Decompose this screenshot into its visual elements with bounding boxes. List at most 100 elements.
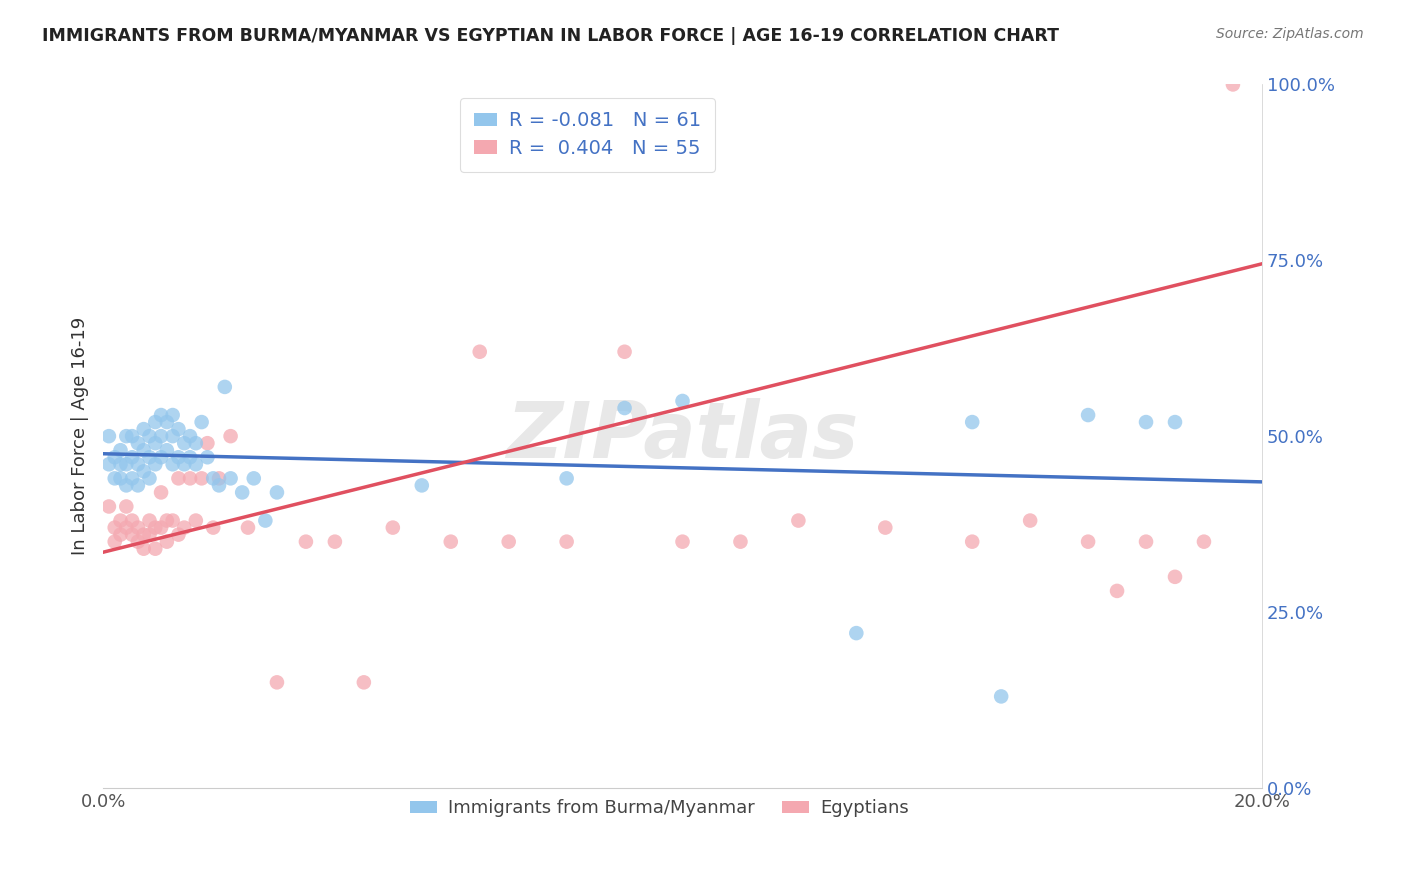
Point <box>127 520 149 534</box>
Point <box>179 471 201 485</box>
Point <box>1222 78 1244 92</box>
Point <box>179 450 201 465</box>
Point <box>1019 514 1042 528</box>
Point <box>381 520 404 534</box>
Point <box>110 527 132 541</box>
Point <box>184 436 207 450</box>
Point <box>115 478 138 492</box>
Point <box>173 458 195 472</box>
Point <box>960 534 983 549</box>
Point <box>132 443 155 458</box>
Point <box>202 520 225 534</box>
Point <box>671 534 693 549</box>
Point <box>143 436 166 450</box>
Text: Source: ZipAtlas.com: Source: ZipAtlas.com <box>1216 27 1364 41</box>
Point <box>1077 534 1099 549</box>
Point <box>167 471 190 485</box>
Point <box>150 485 173 500</box>
Point <box>184 514 207 528</box>
Point <box>173 520 195 534</box>
Text: IMMIGRANTS FROM BURMA/MYANMAR VS EGYPTIAN IN LABOR FORCE | AGE 16-19 CORRELATION: IMMIGRANTS FROM BURMA/MYANMAR VS EGYPTIA… <box>42 27 1059 45</box>
Text: ZIPatlas: ZIPatlas <box>506 398 859 475</box>
Point <box>110 443 132 458</box>
Point <box>440 534 463 549</box>
Point <box>202 471 225 485</box>
Point <box>162 514 184 528</box>
Point <box>115 500 138 514</box>
Point <box>150 408 173 422</box>
Point <box>179 429 201 443</box>
Point <box>167 422 190 436</box>
Point <box>121 514 143 528</box>
Point <box>254 514 277 528</box>
Point <box>219 429 242 443</box>
Point <box>110 514 132 528</box>
Point <box>121 450 143 465</box>
Point <box>127 458 149 472</box>
Point <box>1192 534 1215 549</box>
Point <box>132 422 155 436</box>
Point <box>150 520 173 534</box>
Point <box>156 443 179 458</box>
Point <box>730 534 752 549</box>
Point <box>156 514 179 528</box>
Point <box>156 534 179 549</box>
Point <box>787 514 810 528</box>
Point <box>990 690 1012 704</box>
Point <box>1164 415 1187 429</box>
Point <box>353 675 375 690</box>
Point <box>143 458 166 472</box>
Point <box>555 471 578 485</box>
Point <box>132 527 155 541</box>
Y-axis label: In Labor Force | Age 16-19: In Labor Force | Age 16-19 <box>72 317 89 556</box>
Point <box>236 520 259 534</box>
Point <box>1135 534 1157 549</box>
Point <box>121 527 143 541</box>
Point <box>613 401 636 415</box>
Point <box>115 458 138 472</box>
Point <box>132 464 155 478</box>
Point <box>555 534 578 549</box>
Point <box>143 541 166 556</box>
Point <box>1135 415 1157 429</box>
Point <box>162 458 184 472</box>
Point <box>167 450 190 465</box>
Point <box>231 485 253 500</box>
Point <box>127 478 149 492</box>
Point <box>138 429 160 443</box>
Point <box>242 471 264 485</box>
Point <box>104 520 127 534</box>
Point <box>110 458 132 472</box>
Point <box>1077 408 1099 422</box>
Point <box>671 394 693 409</box>
Point <box>121 429 143 443</box>
Point <box>190 415 212 429</box>
Point <box>150 450 173 465</box>
Point <box>156 415 179 429</box>
Point <box>104 534 127 549</box>
Point <box>138 471 160 485</box>
Point <box>498 534 520 549</box>
Point <box>214 380 236 394</box>
Point <box>143 520 166 534</box>
Point <box>127 436 149 450</box>
Point <box>97 500 120 514</box>
Point <box>613 344 636 359</box>
Point <box>266 675 288 690</box>
Point <box>1164 570 1187 584</box>
Point <box>411 478 433 492</box>
Point <box>266 485 288 500</box>
Point <box>1105 583 1128 598</box>
Point <box>127 534 149 549</box>
Point <box>143 415 166 429</box>
Point <box>219 471 242 485</box>
Point <box>190 471 212 485</box>
Point <box>138 450 160 465</box>
Point <box>97 458 120 472</box>
Point <box>162 408 184 422</box>
Point <box>184 458 207 472</box>
Point <box>121 471 143 485</box>
Point <box>845 626 868 640</box>
Point <box>960 415 983 429</box>
Point <box>97 429 120 443</box>
